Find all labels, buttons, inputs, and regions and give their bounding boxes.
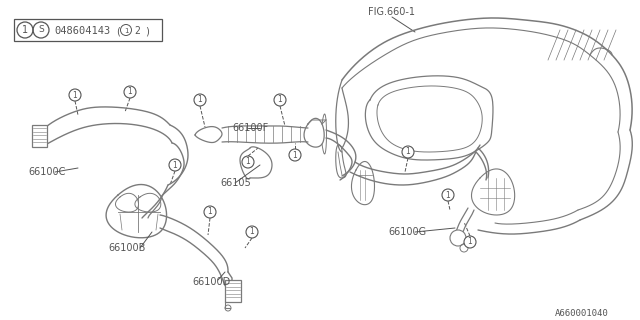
Text: 66100F: 66100F — [232, 123, 268, 133]
Text: 1: 1 — [173, 161, 177, 170]
Text: 1: 1 — [246, 157, 250, 166]
Text: 1: 1 — [72, 91, 77, 100]
Bar — [225, 280, 241, 302]
Text: S: S — [38, 26, 44, 35]
Text: 66100B: 66100B — [108, 243, 145, 253]
Text: 66100C: 66100C — [28, 167, 65, 177]
Text: 2: 2 — [134, 26, 140, 36]
Text: 66100G: 66100G — [388, 227, 426, 237]
Circle shape — [204, 206, 216, 218]
Text: 048604143: 048604143 — [54, 26, 110, 36]
Circle shape — [194, 94, 206, 106]
Text: 1: 1 — [406, 148, 410, 156]
Text: FIG.660-1: FIG.660-1 — [368, 7, 415, 17]
Circle shape — [124, 86, 136, 98]
Bar — [32, 125, 47, 147]
Bar — [14, 19, 162, 41]
Text: 1: 1 — [250, 228, 254, 236]
Text: 1: 1 — [207, 207, 212, 217]
Text: 1: 1 — [468, 237, 472, 246]
Text: 1: 1 — [22, 25, 28, 35]
Text: 1: 1 — [292, 150, 298, 159]
Text: 1: 1 — [198, 95, 202, 105]
Text: 1: 1 — [278, 95, 282, 105]
Text: 1: 1 — [127, 87, 132, 97]
Text: 1: 1 — [124, 28, 128, 34]
Circle shape — [274, 94, 286, 106]
Circle shape — [169, 159, 181, 171]
Text: 66105: 66105 — [220, 178, 251, 188]
Text: (: ( — [116, 26, 120, 36]
Circle shape — [289, 149, 301, 161]
Text: 66100D: 66100D — [192, 277, 230, 287]
Text: ): ) — [143, 26, 150, 36]
Circle shape — [464, 236, 476, 248]
Circle shape — [242, 156, 254, 168]
Text: A660001040: A660001040 — [555, 308, 609, 317]
Circle shape — [402, 146, 414, 158]
Circle shape — [442, 189, 454, 201]
Circle shape — [69, 89, 81, 101]
Text: 1: 1 — [445, 190, 451, 199]
Circle shape — [246, 226, 258, 238]
Circle shape — [450, 230, 466, 246]
